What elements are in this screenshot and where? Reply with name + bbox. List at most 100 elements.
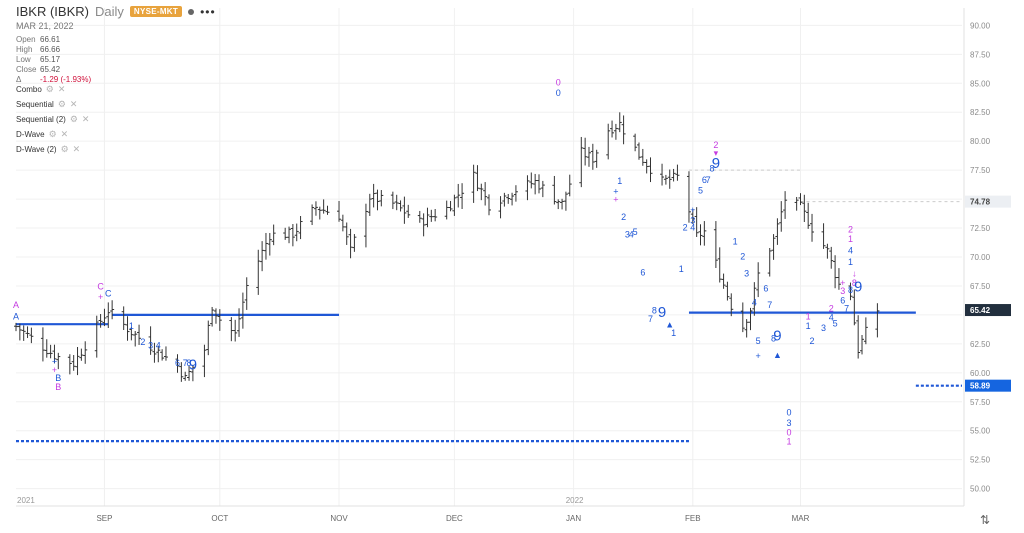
close-icon[interactable]: ✕ — [60, 129, 69, 139]
ohlc-bar — [402, 196, 407, 224]
ohlc-bar — [213, 308, 218, 324]
signal-label: 3 — [744, 269, 749, 279]
ohlc-bar — [686, 171, 691, 223]
ohlc-bar — [594, 149, 599, 168]
gear-icon[interactable]: ⚙ — [60, 144, 69, 154]
ohlc-bar — [263, 232, 268, 260]
y-tick-label: 55.00 — [970, 427, 991, 436]
ohlc-bar — [190, 364, 195, 382]
ohlc-bar — [48, 344, 53, 359]
x-tick-label: JAN — [566, 514, 581, 523]
ohlc-bar — [502, 192, 507, 207]
signal-label: 1 — [679, 264, 684, 274]
price-badge: 58.89 — [965, 379, 1011, 392]
gear-icon[interactable]: ⚙ — [57, 99, 66, 109]
y-tick-label: 60.00 — [970, 369, 991, 378]
ohlc-bar — [310, 204, 315, 226]
signal-label: B — [55, 373, 61, 383]
signal-label: 2 — [848, 225, 853, 235]
study-d-wave[interactable]: D-Wave ⚙ ✕ — [16, 127, 89, 142]
y-tick-label: 67.50 — [970, 282, 991, 291]
ohlc-bar — [325, 205, 330, 215]
ohlc-bar — [802, 194, 807, 223]
ohlc-bar — [283, 227, 288, 240]
ohlc-bar — [337, 200, 342, 222]
symbol-title[interactable]: IBKR (IBKR) — [16, 4, 89, 19]
ohlc-bar — [636, 142, 641, 160]
study-sequential[interactable]: Sequential ⚙ ✕ — [16, 97, 89, 112]
ohlc-bar — [244, 277, 249, 310]
close-icon[interactable]: ✕ — [81, 114, 90, 124]
ohlc-bar — [690, 208, 695, 224]
y-tick-label: 72.50 — [970, 224, 991, 233]
signal-label: 9 — [712, 155, 720, 172]
ohlc-open: Open 66.61 — [16, 35, 61, 44]
ohlc-bar — [667, 169, 672, 189]
signal-label: 9 — [189, 356, 197, 373]
ohlc-bar — [317, 206, 322, 220]
signal-label: 2 — [140, 337, 145, 347]
gear-icon[interactable]: ⚙ — [48, 129, 57, 139]
ohlc-bar — [94, 315, 99, 358]
ohlc-bar — [460, 183, 465, 210]
signal-label: A — [13, 312, 19, 322]
ohlc-bar — [775, 218, 780, 245]
ohlc-bar — [606, 123, 611, 160]
signal-label: 3 — [786, 418, 791, 428]
ohlc-bar — [371, 183, 376, 208]
study-sequential-2[interactable]: Sequential (2) ⚙ ✕ — [16, 112, 89, 127]
ohlc-bar — [471, 164, 476, 203]
ohlc-bar — [267, 233, 272, 256]
more-menu-icon[interactable]: ••• — [200, 4, 216, 19]
ohlc-bar — [536, 174, 541, 194]
ohlc-bar — [260, 241, 265, 272]
close-icon[interactable]: ✕ — [57, 84, 66, 94]
signal-label: + — [52, 357, 57, 367]
ohlc-bar — [425, 207, 430, 228]
ohlc-bar — [525, 175, 530, 201]
ohlc-close: Close 65.42 — [16, 65, 61, 74]
ohlc-bar — [863, 317, 868, 345]
ohlc-bar — [756, 262, 761, 298]
ohlc-bar — [298, 216, 303, 240]
signal-label: 7 — [706, 175, 711, 185]
x-tick-label: FEB — [685, 514, 701, 523]
ohlc-bar — [163, 346, 168, 361]
close-icon[interactable]: ✕ — [72, 144, 81, 154]
ohlc-bar — [183, 371, 188, 381]
ohlc-bar — [533, 173, 538, 195]
gear-icon[interactable]: ⚙ — [45, 84, 54, 94]
study-d-wave-2[interactable]: D-Wave (2) ⚙ ✕ — [16, 142, 89, 157]
signal-label: + — [756, 351, 761, 361]
ohlc-bar — [860, 334, 865, 355]
study-combo[interactable]: Combo ⚙ ✕ — [16, 82, 89, 97]
swap-arrows-icon[interactable]: ⇅ — [980, 513, 991, 527]
study-label: D-Wave — [16, 130, 45, 139]
signal-label: 6 — [640, 268, 645, 278]
ohlc-bar — [133, 331, 138, 347]
ohlc-bar — [513, 185, 518, 202]
ohlc-bar — [752, 282, 757, 316]
price-badge-bg — [965, 195, 1011, 208]
signal-label: + — [613, 186, 618, 196]
signal-label: 3 — [690, 215, 695, 225]
period-label[interactable]: Daily — [94, 4, 124, 19]
signal-label: 2 — [713, 140, 718, 150]
ohlc-bar — [744, 319, 749, 338]
ohlc-bar — [617, 112, 622, 133]
ohlc-bars — [14, 112, 880, 382]
ohlc-bar — [563, 191, 568, 211]
ohlc-bar — [798, 193, 803, 206]
signal-label: 7 — [183, 358, 188, 368]
ohlc-bar — [256, 249, 261, 295]
ohlc-bar — [806, 202, 811, 229]
signal-label: + — [840, 278, 845, 288]
ohlc-bar — [217, 309, 222, 331]
studies-list: Combo ⚙ ✕ Sequential ⚙ ✕ Sequential (2) … — [16, 82, 89, 157]
close-icon[interactable]: ✕ — [69, 99, 78, 109]
signal-label: 6 — [702, 175, 707, 185]
ohlc-bar — [856, 315, 861, 359]
gear-icon[interactable]: ⚙ — [69, 114, 78, 124]
ohlc-bar — [586, 146, 591, 167]
